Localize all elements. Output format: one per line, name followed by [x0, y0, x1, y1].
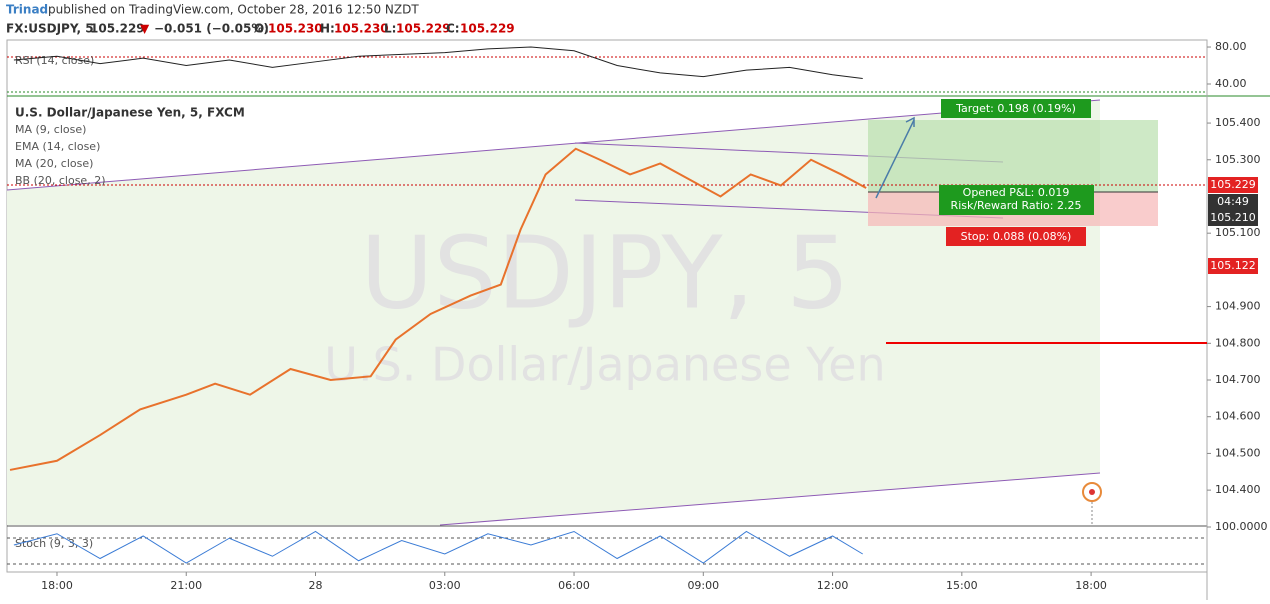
- c-label: C:: [446, 22, 460, 36]
- x-tick-label: 18:00: [41, 579, 73, 592]
- stoch-line: [13, 530, 863, 564]
- pnl-label: Opened P&L: 0.019: [963, 186, 1070, 199]
- y-tick-label: 104.900: [1215, 300, 1261, 313]
- y-tick-label: 105.400: [1215, 116, 1261, 129]
- x-tick-label: 03:00: [429, 579, 461, 592]
- y-tick-label: 104.400: [1215, 483, 1261, 496]
- indicator-label: MA (20, close): [15, 157, 93, 170]
- stoch-label: Stoch (9, 3, 3): [15, 537, 93, 550]
- stop-label: Stop: 0.088 (0.08%): [961, 230, 1072, 243]
- y-tick-label: 100.0000: [1215, 520, 1268, 533]
- trend-line: [6, 99, 1101, 191]
- price-badge: [1208, 194, 1258, 210]
- x-tick-label: 06:00: [558, 579, 590, 592]
- x-tick-label: 21:00: [170, 579, 202, 592]
- y-tick-label: 104.600: [1215, 410, 1261, 423]
- symbol-line: FX:USDJPY, 5 105.229 ▼ −0.051 (−0.05%) O…: [6, 22, 515, 36]
- price-badge: [1208, 210, 1258, 226]
- y-tick-label: 104.700: [1215, 373, 1261, 386]
- arrow-head: [905, 116, 915, 127]
- x-tick-label: 28: [309, 579, 323, 592]
- h: 105.230: [334, 22, 389, 36]
- last: 105.229: [90, 22, 145, 36]
- y-tick-label: 40.00: [1215, 77, 1247, 90]
- o-label: O:: [254, 22, 269, 36]
- y-tick-label: 105.300: [1215, 153, 1261, 166]
- projection-arrow: [875, 119, 915, 199]
- x-tick-label: 18:00: [1075, 579, 1107, 592]
- published: published on TradingView.com, October 28…: [48, 3, 419, 17]
- price-badge-label: 105.210: [1210, 211, 1256, 224]
- l: 105.229: [396, 22, 451, 36]
- chart-title: U.S. Dollar/Japanese Yen, 5, FXCM: [15, 106, 245, 120]
- author[interactable]: Trinad: [6, 3, 48, 17]
- o: 105.230: [268, 22, 323, 36]
- rsi-line: [13, 46, 863, 79]
- rsi-label: RSI (14, close): [15, 54, 94, 67]
- y-tick-label: 105.100: [1215, 226, 1261, 239]
- price-line: [9, 147, 867, 471]
- target-zone: [868, 120, 1158, 192]
- price-badge: [1208, 258, 1258, 274]
- price-badge-label: 105.229: [1210, 178, 1256, 191]
- watermark-name: U.S. Dollar/Japanese Yen: [324, 338, 885, 392]
- price-badge-label: 105.122: [1210, 259, 1256, 272]
- rr-label: Risk/Reward Ratio: 2.25: [951, 199, 1082, 212]
- h-label: H:: [320, 22, 335, 36]
- arrow: ▼: [140, 22, 150, 36]
- x-tick-label: 09:00: [687, 579, 719, 592]
- price-badge: [1208, 177, 1258, 193]
- change: −0.051 (−0.05%): [154, 22, 269, 36]
- target-label: Target: 0.198 (0.19%): [955, 102, 1076, 115]
- y-tick-label: 104.800: [1215, 336, 1261, 349]
- watermark-symbol: USDJPY, 5: [360, 214, 850, 331]
- price-badge-label: 04:49: [1217, 195, 1249, 208]
- pnl-badge: [939, 185, 1094, 215]
- indicator-label: EMA (14, close): [15, 140, 100, 153]
- x-tick-label: 12:00: [817, 579, 849, 592]
- indicator-label: MA (9, close): [15, 123, 86, 136]
- symbol: FX:USDJPY, 5: [6, 22, 94, 36]
- y-tick-label: 104.500: [1215, 446, 1261, 459]
- c: 105.229: [460, 22, 515, 36]
- trend-line: [439, 472, 1101, 526]
- x-tick-label: 15:00: [946, 579, 978, 592]
- indicator-label: BB (20, close, 2): [15, 174, 106, 187]
- y-tick-label: 80.00: [1215, 40, 1247, 53]
- channel-fill: [7, 100, 1100, 525]
- l-label: L:: [384, 22, 396, 36]
- event-dot: [1089, 489, 1095, 495]
- target-badge: [941, 99, 1091, 118]
- stop-badge: [946, 227, 1086, 246]
